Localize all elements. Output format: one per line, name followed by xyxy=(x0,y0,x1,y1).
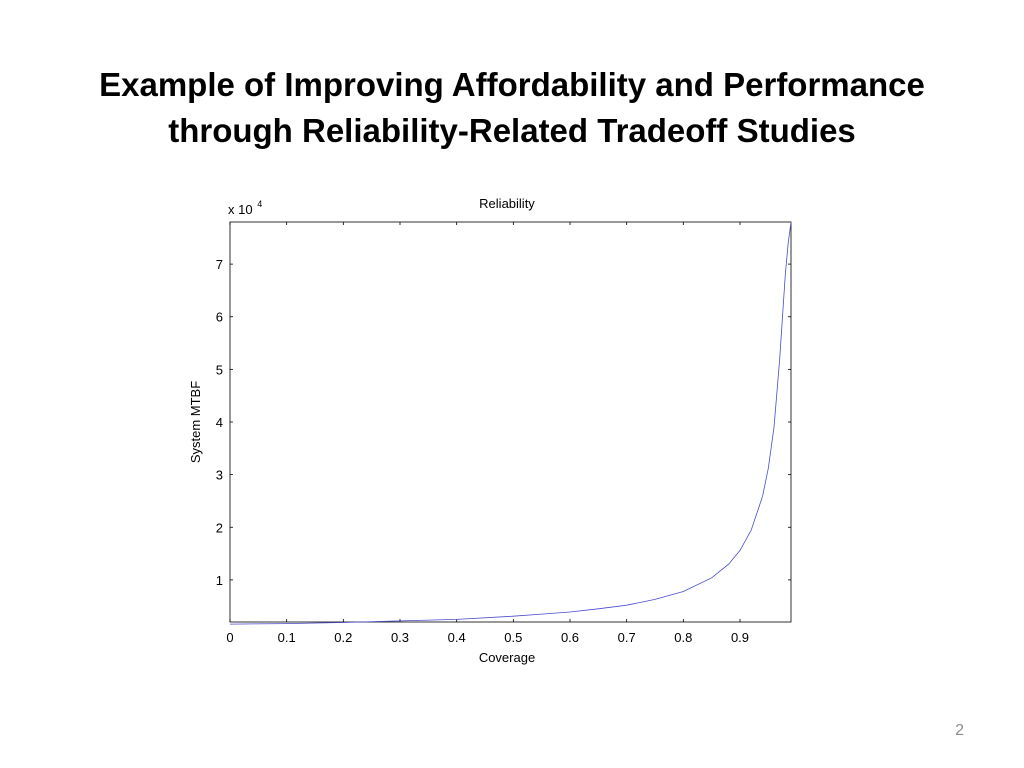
x-axis-label: Coverage xyxy=(479,650,535,665)
x-tick-label-6: 0.6 xyxy=(561,630,579,645)
x-tick-label-8: 0.8 xyxy=(674,630,692,645)
y-tick-label-1: 2 xyxy=(216,520,223,535)
x-tick-label-7: 0.7 xyxy=(618,630,636,645)
x-tick-label-3: 0.3 xyxy=(391,630,409,645)
y-axis-ticks: 1 2 3 4 5 6 7 xyxy=(216,257,791,588)
mtbf-series-line xyxy=(229,221,792,625)
chart-title: Reliability xyxy=(479,196,535,211)
slide-title: Example of Improving Affordability and P… xyxy=(40,62,984,154)
x-tick-label-0: 0 xyxy=(226,630,233,645)
y-tick-label-6: 7 xyxy=(216,257,223,272)
y-axis-label: System MTBF xyxy=(188,381,203,463)
y-tick-label-3: 4 xyxy=(216,415,223,430)
page-number: 2 xyxy=(955,722,964,739)
y-tick-label-5: 6 xyxy=(216,310,223,325)
y-multiplier-label: x 10 4 xyxy=(228,199,262,217)
y-multiplier-base: x 10 xyxy=(228,202,253,217)
x-tick-label-9: 0.9 xyxy=(731,630,749,645)
y-tick-label-2: 3 xyxy=(216,468,223,483)
plot-area-frame xyxy=(229,221,792,623)
slide-title-line-1: Example of Improving Affordability and P… xyxy=(99,66,925,103)
x-tick-label-2: 0.2 xyxy=(334,630,352,645)
x-tick-label-5: 0.5 xyxy=(504,630,522,645)
slide-title-line-2: through Reliability-Related Tradeoff Stu… xyxy=(168,112,856,149)
y-tick-label-0: 1 xyxy=(216,573,223,588)
x-tick-label-1: 0.1 xyxy=(278,630,296,645)
y-tick-label-4: 5 xyxy=(216,362,223,377)
x-axis-ticks: 0 0.1 0.2 0.3 0.4 0.5 0.6 0.7 0.8 0.9 xyxy=(226,222,749,645)
x-tick-label-4: 0.4 xyxy=(448,630,466,645)
y-multiplier-exponent: 4 xyxy=(257,199,262,209)
